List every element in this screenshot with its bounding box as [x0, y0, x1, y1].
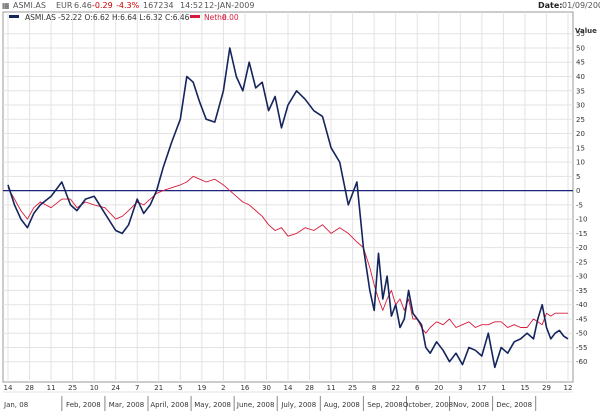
y-tick-label: -25 [576, 258, 587, 266]
y-tick-label: 15 [576, 144, 585, 152]
y-tick-label: 20 [576, 130, 585, 138]
x-day-label: 28 [305, 384, 314, 392]
legend-asmi-name: ASMI.AS [25, 13, 56, 22]
x-day-label: 16 [240, 384, 249, 392]
x-day-label: 30 [262, 384, 271, 392]
x-day-label: 20 [434, 384, 443, 392]
y-tick-label: -20 [576, 244, 587, 252]
header-currency: EUR [56, 1, 73, 10]
x-day-label: 14 [4, 384, 13, 392]
header-change: -0.29 [92, 1, 113, 10]
x-day-label: 7 [135, 384, 139, 392]
x-month-label: Aug, 2008 [324, 401, 360, 409]
y-axis-label: Value [575, 27, 597, 35]
y-tick-label: -55 [576, 344, 587, 352]
x-month-label: Dec, 2008 [496, 401, 532, 409]
x-month-label: June, 2008 [236, 401, 275, 409]
x-day-label: 14 [284, 384, 293, 392]
y-tick-label: -5 [576, 201, 583, 209]
y-tick-label: -35 [576, 287, 587, 295]
x-axis: 14 28 11 25 10 24 7 21 5 19 2 16 30 14 28 11 25 8 22 6 20 3 17… [3, 384, 573, 411]
x-day-label: 21 [154, 384, 163, 392]
x-day-label: 24 [111, 384, 120, 392]
header-last: 6.46 [74, 1, 92, 10]
y-tick-label: -50 [576, 330, 587, 338]
x-day-label: 12 [564, 384, 573, 392]
series-layer [7, 47, 569, 369]
y-tick-label: -45 [576, 315, 587, 323]
x-day-label: 28 [25, 384, 34, 392]
x-month-label: May, 2008 [194, 401, 231, 409]
x-day-label: 11 [47, 384, 56, 392]
y-tick-label: -15 [576, 230, 587, 238]
legend-nethe-value: 0.00 [222, 13, 239, 22]
legend-swatch-asmi [9, 15, 19, 18]
x-day-label: 11 [327, 384, 336, 392]
chart-icon: ▦ [2, 1, 10, 10]
x-day-label: 29 [542, 384, 551, 392]
y-tick-label: -10 [576, 216, 587, 224]
x-day-label: 25 [68, 384, 77, 392]
date-label: Date: [538, 1, 563, 10]
series-line-asmi-as [7, 47, 569, 369]
x-day-label: 5 [178, 384, 182, 392]
legend-swatch-nethe [190, 15, 200, 18]
header-volume: 167234 [143, 1, 174, 10]
x-day-label: 3 [458, 384, 462, 392]
x-day-label: 17 [477, 384, 486, 392]
y-tick-label: 5 [576, 173, 580, 181]
x-month-label: Feb, 2008 [66, 401, 101, 409]
header-symbol: ASMI.AS [13, 1, 46, 10]
y-tick-label: 45 [576, 59, 585, 67]
x-day-label: 1 [501, 384, 505, 392]
y-tick-label: 10 [576, 159, 585, 167]
x-month-label: April, 2008 [150, 401, 188, 409]
x-day-label: 15 [520, 384, 529, 392]
x-month-label: July, 2008 [280, 401, 316, 409]
series-line-nethe [7, 175, 568, 334]
x-day-label: 8 [372, 384, 376, 392]
y-tick-label: -40 [576, 301, 587, 309]
x-month-label: Sep, 2008 [367, 401, 402, 409]
x-day-label: 10 [90, 384, 99, 392]
x-day-label: 25 [348, 384, 357, 392]
y-tick-label: 35 [576, 87, 585, 95]
legend: ASMI.AS -52.22 O:6.62 H:6.64 L:6.32 C:6.… [9, 13, 239, 22]
y-axis: Value 5550454035302520151050-5-10-15-20-… [575, 27, 597, 366]
header-change-pct: -4.3% [116, 1, 140, 10]
date-value: 01/09/2009 [562, 1, 600, 10]
x-month-label: Nov, 2008 [453, 401, 489, 409]
y-tick-label: -30 [576, 273, 587, 281]
y-tick-label: -60 [576, 358, 587, 366]
x-day-label: 19 [197, 384, 206, 392]
x-month-label: October, 2008 [403, 401, 453, 409]
x-month-label: Jan, 08 [3, 401, 28, 409]
legend-nethe-name: Nethe [204, 13, 227, 22]
x-month-label: Mar, 2008 [109, 401, 144, 409]
y-tick-label: 50 [576, 44, 585, 52]
x-day-label: 22 [391, 384, 400, 392]
legend-asmi-values: -52.22 O:6.62 H:6.64 L:6.32 C:6.46 [58, 13, 190, 22]
y-tick-label: 55 [576, 30, 585, 38]
x-day-label: 2 [221, 384, 225, 392]
x-day-label: 6 [415, 384, 420, 392]
header-date: 12-JAN-2009 [204, 1, 255, 10]
y-tick-label: 25 [576, 116, 585, 124]
quote-header: ▦ ASMI.AS EUR 6.46 -0.29 -4.3% 167234 14… [0, 0, 600, 13]
y-tick-label: 40 [576, 73, 585, 81]
y-tick-label: 0 [576, 187, 580, 195]
y-tick-label: 30 [576, 102, 585, 110]
header-time: 14:52 [180, 1, 204, 10]
